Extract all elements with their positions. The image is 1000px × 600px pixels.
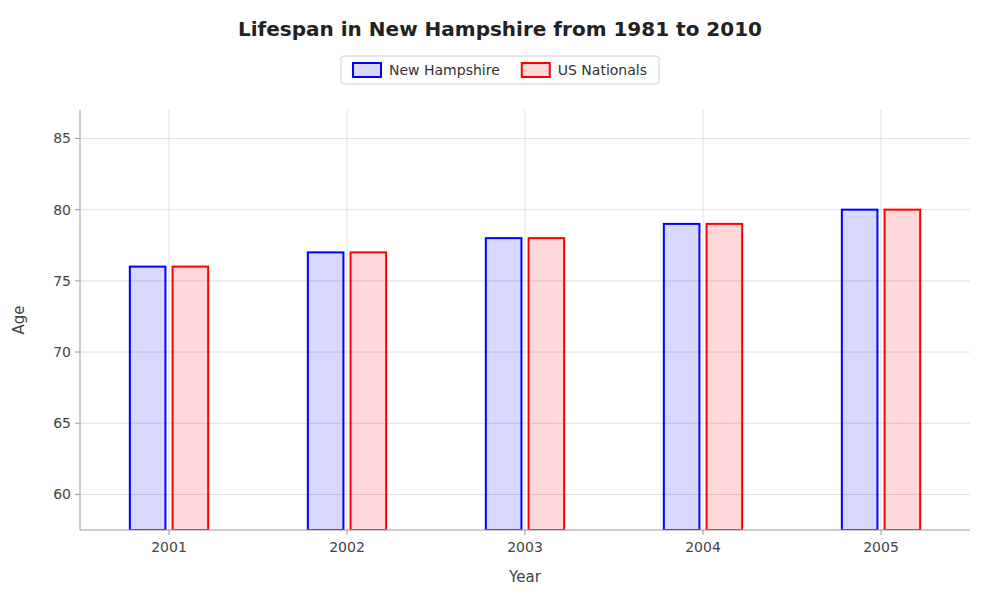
x-tick — [881, 530, 882, 535]
bar — [885, 210, 921, 530]
y-tick — [75, 280, 80, 281]
x-tick-label: 2003 — [507, 539, 543, 555]
bar — [351, 252, 387, 530]
x-grid-line — [881, 110, 882, 530]
bars — [130, 210, 920, 530]
y-axis-line — [80, 110, 81, 530]
bar — [130, 267, 166, 530]
bar — [308, 252, 344, 530]
bar-series — [173, 210, 921, 530]
legend-box — [341, 56, 659, 84]
chart-svg: Lifespan in New Hampshire from 1981 to 2… — [0, 0, 1000, 600]
x-grid-line — [525, 110, 526, 530]
page: {"chart_data": {"type": "bar", "title": … — [0, 0, 1000, 600]
y-tick — [75, 209, 80, 210]
x-tick-label: 2005 — [863, 539, 899, 555]
y-tick-label: 70 — [53, 344, 71, 360]
x-grid-line — [347, 110, 348, 530]
bar — [529, 238, 565, 530]
bar — [486, 238, 522, 530]
y-ticks: 60 65 70 75 80 85 — [53, 130, 80, 502]
chart-container: Lifespan in New Hampshire from 1981 to 2… — [0, 0, 1000, 600]
legend-label: New Hampshire — [389, 62, 500, 78]
x-axis-label: Year — [508, 568, 542, 586]
x-tick-label: 2002 — [329, 539, 365, 555]
x-tick — [169, 530, 170, 535]
y-tick-label: 65 — [53, 415, 71, 431]
bar — [664, 224, 700, 530]
y-tick-label: 85 — [53, 130, 71, 146]
x-tick — [347, 530, 348, 535]
legend-swatch — [522, 63, 550, 77]
x-grid-line — [169, 110, 170, 530]
bar-series — [130, 210, 878, 530]
legend-swatch — [353, 63, 381, 77]
x-grid-line — [703, 110, 704, 530]
y-tick-label: 80 — [53, 202, 71, 218]
legend-label: US Nationals — [558, 62, 647, 78]
title: Lifespan in New Hampshire from 1981 to 2… — [238, 17, 762, 41]
y-axis-label: Age — [10, 305, 28, 334]
x-tick-label: 2001 — [151, 539, 187, 555]
y-tick-label: 60 — [53, 486, 71, 502]
bar — [842, 210, 878, 530]
legend: New Hampshire US Nationals — [341, 56, 659, 84]
y-tick-label: 75 — [53, 273, 71, 289]
y-tick — [75, 352, 80, 353]
y-tick — [75, 138, 80, 139]
x-tick — [703, 530, 704, 535]
x-tick-label: 2004 — [685, 539, 721, 555]
bar — [173, 267, 209, 530]
bar — [707, 224, 743, 530]
x-ticks: 2001 2002 2003 2004 2005 — [151, 530, 899, 555]
grid — [80, 110, 970, 530]
x-tick — [525, 530, 526, 535]
y-tick — [75, 423, 80, 424]
y-tick — [75, 494, 80, 495]
